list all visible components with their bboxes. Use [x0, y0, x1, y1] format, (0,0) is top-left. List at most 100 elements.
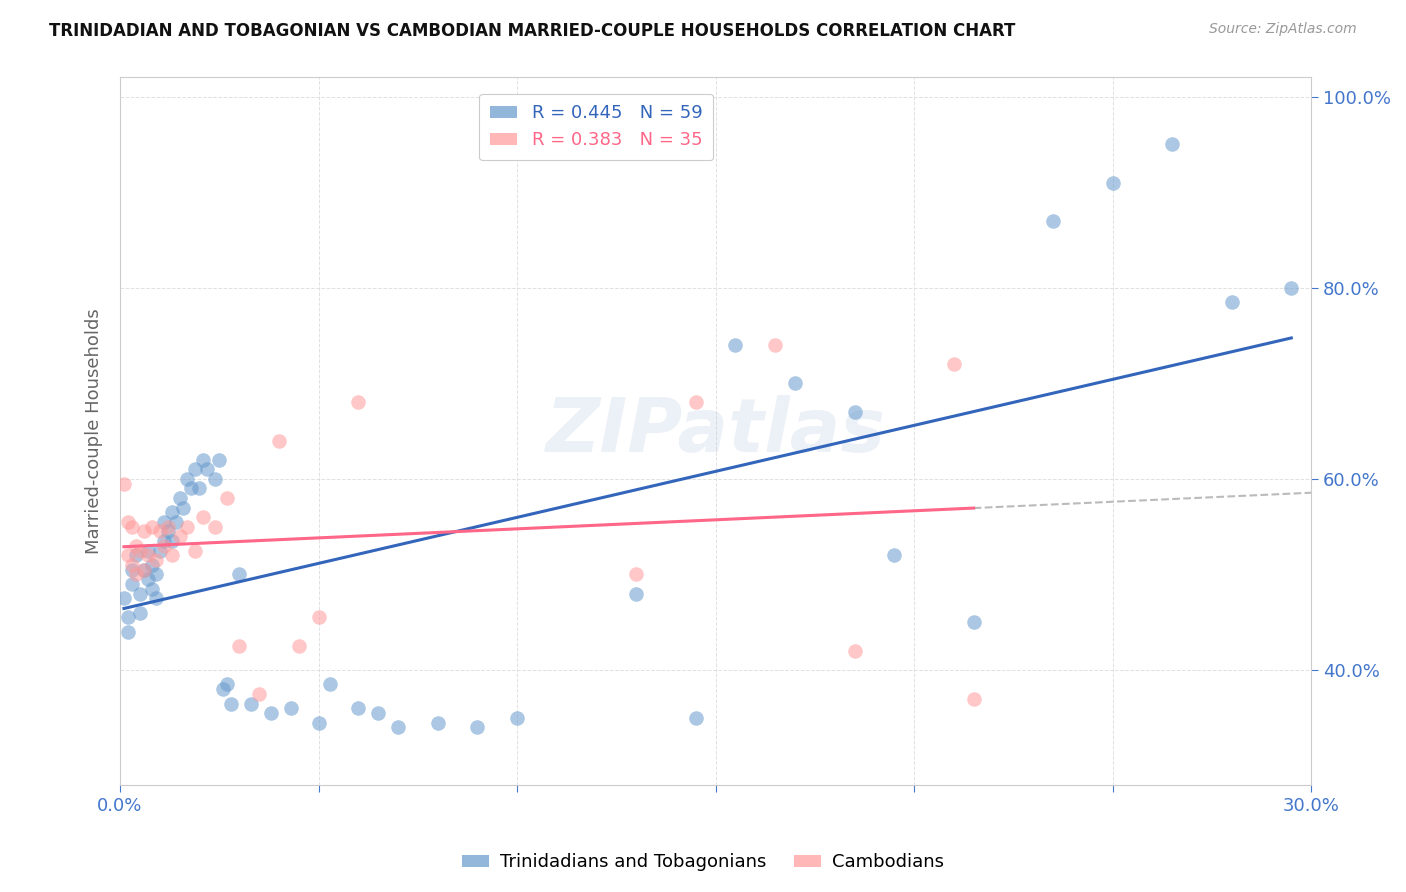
- Point: [942, 357, 965, 371]
- Point: [844, 644, 866, 658]
- Point: [204, 519, 226, 533]
- Point: [180, 482, 202, 496]
- Point: [685, 711, 707, 725]
- Point: [125, 549, 148, 563]
- Point: [308, 610, 330, 624]
- Text: ZIPatlas: ZIPatlas: [546, 394, 886, 467]
- Point: [145, 553, 167, 567]
- Point: [280, 701, 302, 715]
- Point: [145, 567, 167, 582]
- Point: [136, 543, 159, 558]
- Point: [724, 338, 747, 352]
- Point: [149, 524, 172, 539]
- Point: [149, 543, 172, 558]
- Point: [260, 706, 283, 720]
- Point: [1161, 137, 1184, 152]
- Point: [1042, 214, 1064, 228]
- Point: [783, 376, 806, 391]
- Point: [247, 687, 270, 701]
- Point: [132, 524, 155, 539]
- Point: [121, 577, 143, 591]
- Point: [219, 697, 242, 711]
- Point: [217, 491, 239, 505]
- Point: [152, 515, 174, 529]
- Point: [217, 677, 239, 691]
- Point: [184, 462, 207, 476]
- Point: [387, 720, 409, 734]
- Point: [267, 434, 290, 448]
- Point: [160, 534, 183, 549]
- Point: [165, 515, 187, 529]
- Point: [347, 395, 370, 409]
- Point: [624, 567, 647, 582]
- Point: [193, 452, 215, 467]
- Point: [169, 529, 191, 543]
- Point: [160, 505, 183, 519]
- Point: [228, 567, 250, 582]
- Point: [145, 591, 167, 606]
- Point: [128, 606, 150, 620]
- Point: [506, 711, 529, 725]
- Point: [184, 543, 207, 558]
- Point: [128, 586, 150, 600]
- Point: [176, 472, 198, 486]
- Point: [308, 715, 330, 730]
- Point: [117, 549, 139, 563]
- Point: [763, 338, 786, 352]
- Point: [193, 510, 215, 524]
- Point: [173, 500, 195, 515]
- Point: [1101, 176, 1123, 190]
- Point: [883, 549, 905, 563]
- Point: [112, 591, 135, 606]
- Point: [160, 549, 183, 563]
- Point: [117, 624, 139, 639]
- Point: [319, 677, 342, 691]
- Point: [1220, 295, 1243, 310]
- Text: Source: ZipAtlas.com: Source: ZipAtlas.com: [1209, 22, 1357, 37]
- Point: [195, 462, 218, 476]
- Point: [367, 706, 389, 720]
- Point: [121, 558, 143, 572]
- Point: [156, 524, 179, 539]
- Point: [141, 558, 163, 572]
- Y-axis label: Married-couple Households: Married-couple Households: [86, 309, 103, 554]
- Point: [963, 615, 986, 630]
- Legend: R = 0.445   N = 59, R = 0.383   N = 35: R = 0.445 N = 59, R = 0.383 N = 35: [479, 94, 713, 161]
- Point: [188, 482, 211, 496]
- Point: [112, 476, 135, 491]
- Point: [426, 715, 449, 730]
- Point: [347, 701, 370, 715]
- Point: [152, 534, 174, 549]
- Point: [141, 582, 163, 596]
- Point: [156, 519, 179, 533]
- Point: [117, 515, 139, 529]
- Point: [963, 691, 986, 706]
- Text: TRINIDADIAN AND TOBAGONIAN VS CAMBODIAN MARRIED-COUPLE HOUSEHOLDS CORRELATION CH: TRINIDADIAN AND TOBAGONIAN VS CAMBODIAN …: [49, 22, 1015, 40]
- Point: [132, 563, 155, 577]
- Legend: Trinidadians and Tobagonians, Cambodians: Trinidadians and Tobagonians, Cambodians: [456, 847, 950, 879]
- Point: [685, 395, 707, 409]
- Point: [136, 549, 159, 563]
- Point: [465, 720, 488, 734]
- Point: [176, 519, 198, 533]
- Point: [240, 697, 263, 711]
- Point: [287, 639, 309, 653]
- Point: [117, 610, 139, 624]
- Point: [208, 452, 231, 467]
- Point: [1279, 281, 1302, 295]
- Point: [121, 563, 143, 577]
- Point: [125, 567, 148, 582]
- Point: [624, 586, 647, 600]
- Point: [169, 491, 191, 505]
- Point: [132, 563, 155, 577]
- Point: [204, 472, 226, 486]
- Point: [136, 572, 159, 586]
- Point: [141, 519, 163, 533]
- Point: [125, 539, 148, 553]
- Point: [152, 539, 174, 553]
- Point: [212, 682, 235, 697]
- Point: [121, 519, 143, 533]
- Point: [128, 543, 150, 558]
- Point: [228, 639, 250, 653]
- Point: [844, 405, 866, 419]
